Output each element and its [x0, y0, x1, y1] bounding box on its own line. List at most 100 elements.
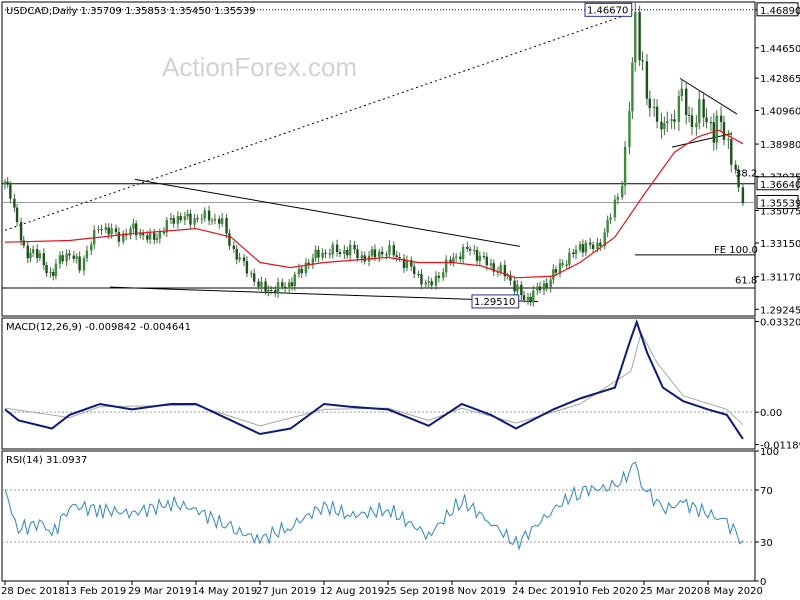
candle [506, 272, 509, 280]
date-tick-label: 24 Dec 2019 [512, 586, 576, 597]
candle-body [75, 256, 78, 259]
candle [680, 79, 684, 102]
candle [410, 256, 413, 272]
candle-body [677, 96, 681, 122]
candle-body [360, 255, 364, 259]
candle-body [503, 265, 507, 277]
candle [492, 259, 495, 276]
candle [42, 248, 46, 270]
candle [304, 257, 308, 277]
level-box: 1.46890 [756, 2, 800, 17]
candle [684, 81, 688, 125]
date-tick-label: 14 May 2019 [192, 586, 257, 597]
candle-body [29, 252, 32, 259]
candle-body [78, 256, 81, 271]
candle [328, 248, 332, 259]
candle-body [104, 227, 108, 231]
candle-body [655, 106, 659, 122]
candle [452, 252, 455, 267]
candle-body [616, 197, 620, 200]
panel-frame-3 [1, 450, 756, 582]
candle-body [549, 279, 552, 288]
candle [193, 213, 196, 230]
candle [536, 282, 539, 296]
fe-100-label: FE 100.0 [714, 245, 758, 256]
candle [179, 212, 182, 223]
candle [434, 271, 438, 290]
candle-body [283, 286, 287, 289]
candle [281, 278, 284, 290]
annotation-top-text: 1.46670 [587, 5, 628, 16]
candle [705, 108, 708, 129]
candle-body [300, 268, 303, 274]
candle-body [274, 290, 277, 293]
candle [405, 255, 409, 272]
candle [634, 2, 637, 72]
candle [68, 249, 71, 260]
candle-body [186, 213, 189, 217]
candle-body [52, 272, 55, 276]
candle [402, 254, 406, 273]
candle-body [385, 254, 388, 256]
candle [122, 230, 125, 245]
candle-body [609, 217, 612, 220]
candle-body [225, 217, 228, 234]
candle-body [489, 263, 493, 266]
candle [165, 217, 168, 238]
candle-body [536, 286, 539, 291]
candle [169, 213, 173, 225]
candle [317, 245, 320, 263]
candle [516, 279, 519, 296]
candle-body [522, 295, 526, 300]
candle-body [741, 187, 745, 203]
candle-body [652, 106, 656, 109]
candle-body [196, 218, 199, 220]
level-box-label: 1.36640 [760, 180, 800, 191]
candle-body [437, 275, 441, 278]
candle-body [176, 216, 180, 224]
candle-body [722, 121, 726, 140]
candle-body [304, 262, 308, 274]
annotation-bottom-text: 1.29510 [474, 297, 515, 308]
candle [478, 251, 482, 266]
candle-body [734, 164, 737, 170]
candle [660, 112, 663, 139]
candle [620, 180, 624, 200]
candle [35, 244, 39, 263]
candle-body [705, 117, 708, 123]
candle-body [90, 244, 93, 251]
candle [558, 258, 562, 278]
candle [609, 213, 612, 225]
candle [509, 270, 512, 286]
candle-body [430, 281, 433, 286]
candle-body [427, 281, 430, 283]
candle [568, 248, 571, 269]
candle-body [276, 282, 280, 293]
candle-body [398, 257, 401, 259]
candle-body [482, 256, 486, 258]
candle-body [405, 260, 409, 268]
candle-body [709, 122, 713, 124]
candle-body [473, 249, 476, 251]
candle-body [516, 284, 519, 292]
candle-body [613, 199, 617, 218]
candle [398, 252, 401, 262]
candle [314, 245, 317, 262]
candle-body [574, 249, 578, 255]
candle-body [412, 266, 416, 274]
candle [475, 246, 479, 265]
candle-body [54, 263, 58, 276]
candle [690, 107, 694, 136]
candle [532, 285, 535, 307]
candle [78, 251, 81, 274]
annotation-bottom-box [471, 294, 520, 309]
candle [65, 249, 68, 267]
candle-body [478, 256, 482, 261]
candle [461, 243, 465, 264]
candle [203, 207, 206, 222]
candle-body [297, 268, 301, 275]
fib-382-label: 38.2 [735, 169, 757, 180]
candle [459, 251, 462, 263]
candle [245, 256, 249, 278]
